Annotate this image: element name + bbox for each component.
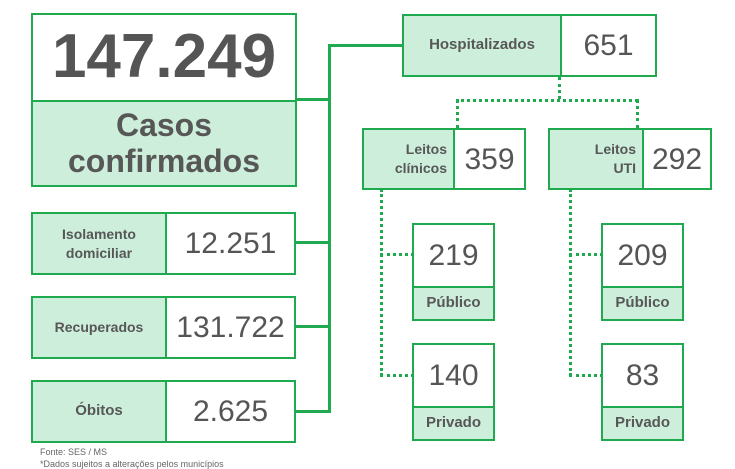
confirmed-label-line2: confirmados [67, 142, 261, 179]
clinical-beds-card: Leitos clínicos 359 [362, 128, 526, 190]
icu-private-card: 83 Privado [601, 343, 684, 441]
icu-private-value: 83 [603, 345, 682, 406]
dotted-icu-to-public [569, 253, 603, 256]
dotted-icu-down [569, 189, 572, 376]
clinical-beds-value: 359 [453, 130, 524, 188]
recovered-label: Recuperados [33, 298, 165, 357]
clinical-label-line2: clínicos [394, 160, 447, 176]
icu-private-label: Privado [603, 406, 682, 439]
connector-trunk-to-isolation [296, 241, 331, 244]
deaths-card: Óbitos 2.625 [31, 380, 296, 443]
isolation-value: 12.251 [165, 214, 294, 273]
dotted-branch-to-icu [636, 99, 639, 129]
clinical-private-card: 140 Privado [412, 343, 495, 441]
icu-public-label: Público [603, 286, 682, 319]
footer-source: Fonte: SES / MS [40, 447, 108, 457]
connector-trunk-to-deaths [296, 410, 331, 413]
connector-trunk-vertical [328, 44, 331, 413]
isolation-card: Isolamento domiciliar 12.251 [31, 212, 296, 275]
clinical-private-label: Privado [414, 406, 493, 439]
dotted-branch-to-clinical [456, 99, 459, 129]
dotted-hospitalized-branch [456, 99, 638, 102]
isolation-label: Isolamento domiciliar [33, 214, 165, 273]
dotted-hospitalized-down [558, 77, 561, 99]
clinical-public-label: Público [414, 286, 493, 319]
icu-beds-card: Leitos UTI 292 [548, 128, 712, 190]
icu-label-line2: UTI [613, 160, 636, 176]
dotted-icu-to-private [569, 374, 603, 377]
confirmed-cases-label: Casos confirmados [33, 100, 295, 185]
clinical-public-card: 219 Público [412, 223, 495, 321]
connector-confirmed-to-trunk [296, 98, 331, 101]
hospitalized-card: Hospitalizados 651 [402, 14, 657, 77]
recovered-card: Recuperados 131.722 [31, 296, 296, 359]
connector-trunk-to-recovered [296, 325, 331, 328]
clinical-label-line1: Leitos [405, 141, 447, 158]
clinical-public-value: 219 [414, 225, 493, 286]
deaths-value: 2.625 [165, 382, 294, 441]
confirmed-cases-value: 147.249 [33, 15, 295, 100]
confirmed-label-line1: Casos [115, 107, 213, 144]
footer-note: *Dados sujeitos a alterações pelos munic… [40, 459, 224, 469]
hospitalized-label: Hospitalizados [404, 16, 560, 75]
icu-beds-value: 292 [642, 130, 710, 188]
hospitalized-value: 651 [560, 16, 655, 75]
icu-public-card: 209 Público [601, 223, 684, 321]
dotted-clinical-to-private [380, 374, 414, 377]
isolation-label-line2: domiciliar [65, 244, 133, 261]
clinical-beds-label: Leitos clínicos [364, 130, 453, 188]
icu-label-line1: Leitos [594, 141, 636, 158]
dotted-clinical-down [380, 189, 383, 376]
deaths-label: Óbitos [33, 382, 165, 441]
clinical-private-value: 140 [414, 345, 493, 406]
isolation-label-line1: Isolamento [62, 225, 136, 242]
dotted-clinical-to-public [380, 253, 414, 256]
icu-beds-label: Leitos UTI [550, 130, 642, 188]
confirmed-cases-card: 147.249 Casos confirmados [31, 13, 297, 187]
recovered-value: 131.722 [165, 298, 294, 357]
connector-trunk-to-hospitalized [328, 44, 404, 47]
icu-public-value: 209 [603, 225, 682, 286]
